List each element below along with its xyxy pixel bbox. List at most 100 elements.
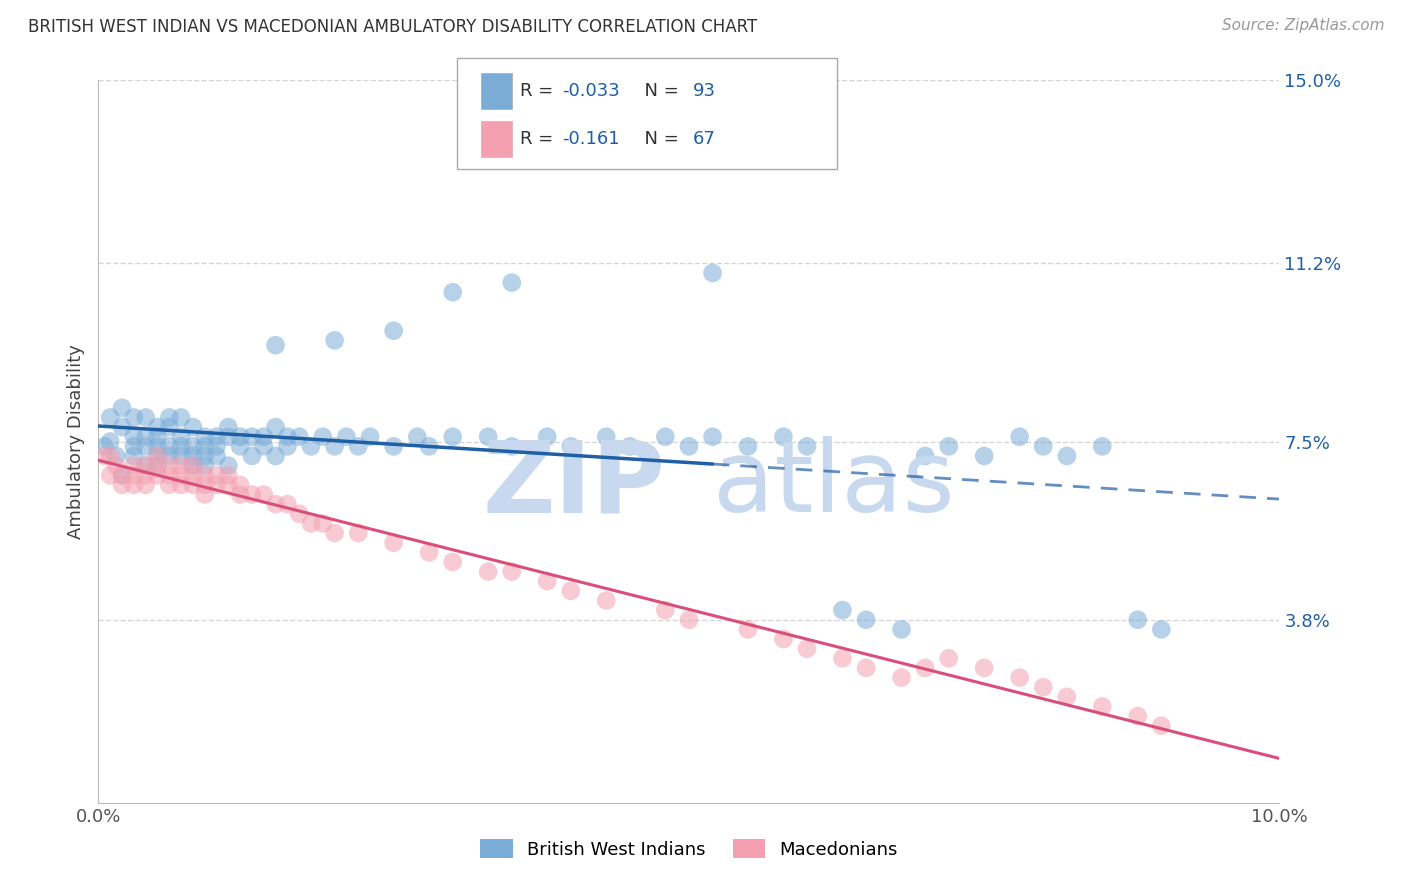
- Point: [702, 266, 724, 280]
- Point: [229, 478, 252, 492]
- Point: [135, 458, 157, 473]
- Text: N =: N =: [633, 130, 685, 148]
- Point: [347, 526, 370, 541]
- Point: [536, 430, 558, 444]
- Point: [205, 439, 228, 453]
- Point: [595, 593, 617, 607]
- Point: [914, 661, 936, 675]
- Point: [122, 449, 145, 463]
- Point: [146, 430, 169, 444]
- Point: [205, 430, 228, 444]
- Text: atlas: atlas: [713, 436, 955, 533]
- Point: [276, 439, 298, 453]
- Text: -0.161: -0.161: [562, 130, 620, 148]
- Point: [181, 458, 204, 473]
- Point: [217, 430, 239, 444]
- Point: [105, 458, 128, 473]
- Point: [1008, 430, 1031, 444]
- Text: ZIP: ZIP: [482, 436, 665, 533]
- Point: [194, 439, 217, 453]
- Y-axis label: Ambulatory Disability: Ambulatory Disability: [66, 344, 84, 539]
- Point: [170, 468, 193, 483]
- Point: [157, 458, 180, 473]
- Point: [772, 430, 794, 444]
- Text: R =: R =: [520, 82, 560, 100]
- Point: [170, 410, 193, 425]
- Point: [536, 574, 558, 589]
- Point: [170, 449, 193, 463]
- Point: [105, 449, 128, 463]
- Point: [973, 661, 995, 675]
- Point: [135, 410, 157, 425]
- Point: [194, 478, 217, 492]
- Point: [678, 439, 700, 453]
- Point: [382, 535, 405, 549]
- Point: [253, 430, 276, 444]
- Point: [146, 468, 169, 483]
- Point: [229, 439, 252, 453]
- Point: [181, 420, 204, 434]
- Point: [181, 439, 204, 453]
- Point: [146, 449, 169, 463]
- Point: [122, 410, 145, 425]
- Point: [157, 439, 180, 453]
- Point: [146, 458, 169, 473]
- Point: [477, 430, 499, 444]
- Point: [194, 449, 217, 463]
- Point: [855, 613, 877, 627]
- Point: [299, 516, 322, 531]
- Point: [264, 497, 287, 511]
- Point: [170, 439, 193, 453]
- Point: [441, 430, 464, 444]
- Point: [1008, 671, 1031, 685]
- Point: [323, 439, 346, 453]
- Point: [240, 487, 263, 501]
- Point: [181, 449, 204, 463]
- Point: [111, 468, 134, 483]
- Point: [122, 478, 145, 492]
- Point: [253, 487, 276, 501]
- Point: [264, 449, 287, 463]
- Text: N =: N =: [633, 82, 685, 100]
- Point: [194, 430, 217, 444]
- Point: [146, 449, 169, 463]
- Point: [973, 449, 995, 463]
- Point: [772, 632, 794, 646]
- Point: [98, 449, 121, 463]
- Point: [737, 623, 759, 637]
- Point: [170, 478, 193, 492]
- Point: [1150, 719, 1173, 733]
- Point: [194, 458, 217, 473]
- Point: [157, 468, 180, 483]
- Point: [276, 430, 298, 444]
- Point: [276, 497, 298, 511]
- Legend: British West Indians, Macedonians: British West Indians, Macedonians: [472, 832, 905, 866]
- Point: [654, 430, 676, 444]
- Point: [135, 468, 157, 483]
- Point: [501, 276, 523, 290]
- Point: [1032, 439, 1054, 453]
- Point: [264, 420, 287, 434]
- Point: [98, 468, 121, 483]
- Point: [122, 468, 145, 483]
- Point: [312, 430, 335, 444]
- Point: [1091, 439, 1114, 453]
- Text: BRITISH WEST INDIAN VS MACEDONIAN AMBULATORY DISABILITY CORRELATION CHART: BRITISH WEST INDIAN VS MACEDONIAN AMBULA…: [28, 18, 758, 36]
- Point: [323, 334, 346, 348]
- Point: [938, 651, 960, 665]
- Point: [1056, 690, 1078, 704]
- Point: [299, 439, 322, 453]
- Text: -0.033: -0.033: [562, 82, 620, 100]
- Point: [654, 603, 676, 617]
- Point: [560, 583, 582, 598]
- Point: [217, 458, 239, 473]
- Point: [170, 430, 193, 444]
- Point: [359, 430, 381, 444]
- Point: [157, 420, 180, 434]
- Point: [217, 420, 239, 434]
- Point: [122, 430, 145, 444]
- Point: [205, 449, 228, 463]
- Point: [323, 526, 346, 541]
- Point: [477, 565, 499, 579]
- Text: R =: R =: [520, 130, 560, 148]
